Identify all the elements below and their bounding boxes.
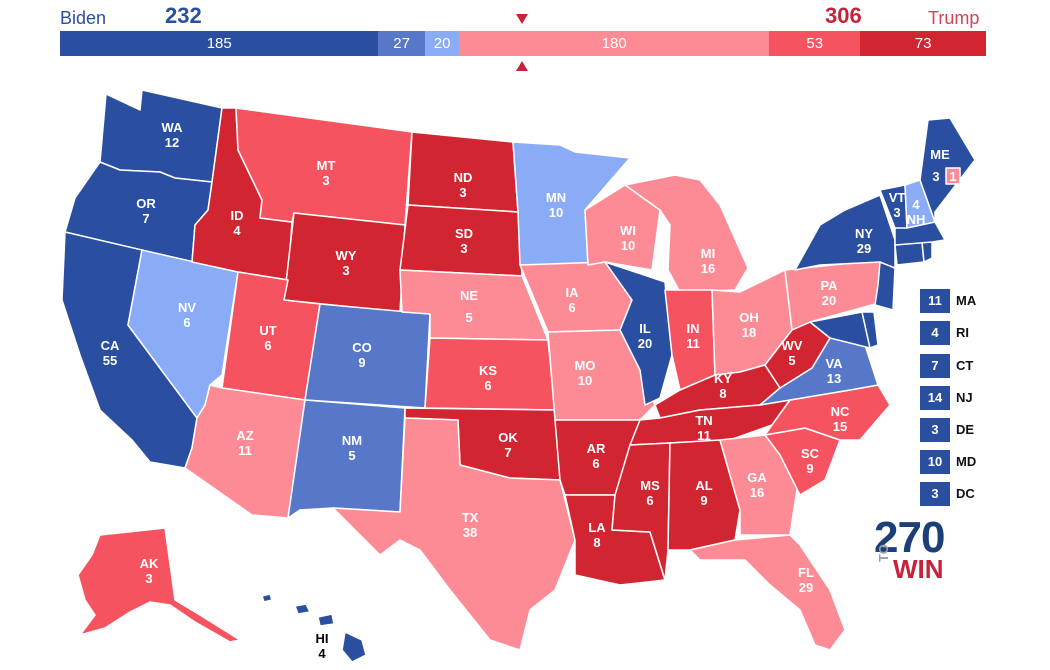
state-ak[interactable] — [77, 527, 241, 643]
label-az: AZ 11 — [236, 428, 253, 458]
label-me-district: 1 — [949, 169, 956, 184]
electoral-vote-bar: 185 27 20 180 53 73 — [60, 31, 986, 56]
state-ct[interactable] — [894, 241, 925, 266]
label-id: ID 4 — [231, 208, 244, 238]
small-state-de-ev[interactable]: 3 — [920, 418, 950, 442]
label-fl: FL 29 — [798, 565, 814, 595]
bar-segment-likely-rep[interactable]: 53 — [769, 31, 861, 56]
label-ny: NY 29 — [855, 226, 873, 256]
hawaii-islands — [261, 593, 335, 627]
label-ga: GA 16 — [747, 470, 767, 500]
small-state-md-ev[interactable]: 10 — [920, 450, 950, 474]
small-state-nj-ev[interactable]: 14 — [920, 386, 950, 410]
biden-electoral-total: 232 — [165, 3, 202, 28]
small-state-nj-label: NJ — [956, 390, 973, 405]
small-state-dc-label: DC — [956, 486, 975, 501]
label-wy: WY 3 — [336, 248, 357, 278]
label-ky: KY 8 — [714, 371, 732, 401]
label-ak: AK 3 — [140, 556, 159, 586]
state-mi[interactable] — [624, 174, 749, 293]
small-state-ri-label: RI — [956, 325, 969, 340]
small-state-ct-label: CT — [956, 358, 974, 373]
label-me: ME 3 — [930, 147, 950, 184]
label-mn: MN 10 — [546, 190, 566, 220]
label-al: AL 9 — [695, 478, 712, 508]
label-hi: HI 4 — [316, 631, 329, 661]
state-fl[interactable] — [689, 534, 846, 651]
state-tx[interactable] — [332, 417, 576, 651]
label-nh: 4 NH — [907, 197, 926, 227]
state-ri[interactable] — [921, 241, 933, 263]
label-tx: TX 38 — [462, 510, 479, 540]
small-state-ri-ev[interactable]: 4 — [920, 321, 950, 345]
small-state-de-label: DE — [956, 422, 975, 437]
label-tn: TN 11 — [695, 413, 712, 443]
state-hi[interactable] — [341, 631, 367, 663]
state-co[interactable] — [304, 303, 431, 409]
label-nm: NM 5 — [342, 433, 362, 463]
label-co: CO 9 — [352, 340, 372, 370]
label-in: IN 11 — [686, 321, 700, 351]
label-va: VA 13 — [825, 356, 843, 386]
label-ca: CA 55 — [101, 338, 120, 368]
logo-win: WIN — [893, 554, 944, 584]
logo-number: 270 — [874, 513, 945, 562]
label-ne: NE 5 — [460, 288, 478, 325]
small-state-dc-ev[interactable]: 3 — [920, 482, 950, 506]
maine-district-box[interactable] — [945, 167, 961, 185]
bar-segment-lean-dem[interactable]: 20 — [424, 31, 460, 56]
label-sd: SD 3 — [455, 226, 473, 256]
state-nm[interactable] — [287, 399, 406, 519]
state-ny[interactable] — [794, 194, 896, 271]
label-oh: OH 18 — [739, 310, 759, 340]
trump-electoral-total: 306 — [825, 3, 862, 28]
label-wa: WA 12 — [162, 120, 184, 150]
bar-segment-likely-dem[interactable]: 27 — [378, 31, 425, 56]
label-sc: SC 9 — [801, 446, 820, 476]
bar-segment-safe-dem[interactable]: 185 — [60, 31, 379, 56]
small-state-ct-ev[interactable]: 7 — [920, 354, 950, 378]
small-state-md-label: MD — [956, 454, 977, 469]
270-marker-top-icon — [516, 14, 528, 24]
label-ut: UT 6 — [259, 323, 276, 353]
270-marker-bottom-icon — [516, 61, 528, 71]
label-mt: MT 3 — [317, 158, 336, 188]
logo-to: TO — [876, 544, 891, 562]
label-nc: NC 15 — [831, 404, 850, 434]
label-ks: KS 6 — [479, 363, 497, 393]
bar-segment-lean-rep[interactable]: 180 — [459, 31, 770, 56]
biden-name: Biden — [60, 8, 107, 28]
label-ar: AR 6 — [587, 441, 606, 471]
label-ok: OK 7 — [498, 430, 518, 460]
state-labels: WA 12 OR 7 CA 55 NV 6 ID 4 MT 3 WY 3 UT 6 AZ 11 C… — [101, 120, 957, 661]
label-pa: PA 20 — [820, 278, 838, 308]
label-il: IL 20 — [638, 321, 652, 351]
label-ia: IA 6 — [566, 285, 580, 315]
label-ms: MS 6 — [640, 478, 660, 508]
label-wi: WI 10 — [620, 223, 636, 253]
label-mi: MI 16 — [701, 246, 715, 276]
label-nv: NV 6 — [178, 300, 196, 330]
small-state-ma-ev[interactable]: 11 — [920, 289, 950, 313]
label-mo: MO 10 — [575, 358, 596, 388]
state-wa[interactable] — [99, 89, 223, 183]
label-la: LA 8 — [588, 520, 606, 550]
state-de[interactable] — [861, 311, 879, 349]
label-nd: ND 3 — [454, 170, 473, 200]
label-or: OR 7 — [136, 196, 156, 226]
bar-segment-safe-rep[interactable]: 73 — [860, 31, 986, 56]
small-state-ma-label: MA — [956, 293, 977, 308]
label-vt: VT 3 — [889, 190, 906, 220]
label-wv: WV 5 — [782, 338, 803, 368]
trump-name: Trump — [928, 8, 980, 28]
